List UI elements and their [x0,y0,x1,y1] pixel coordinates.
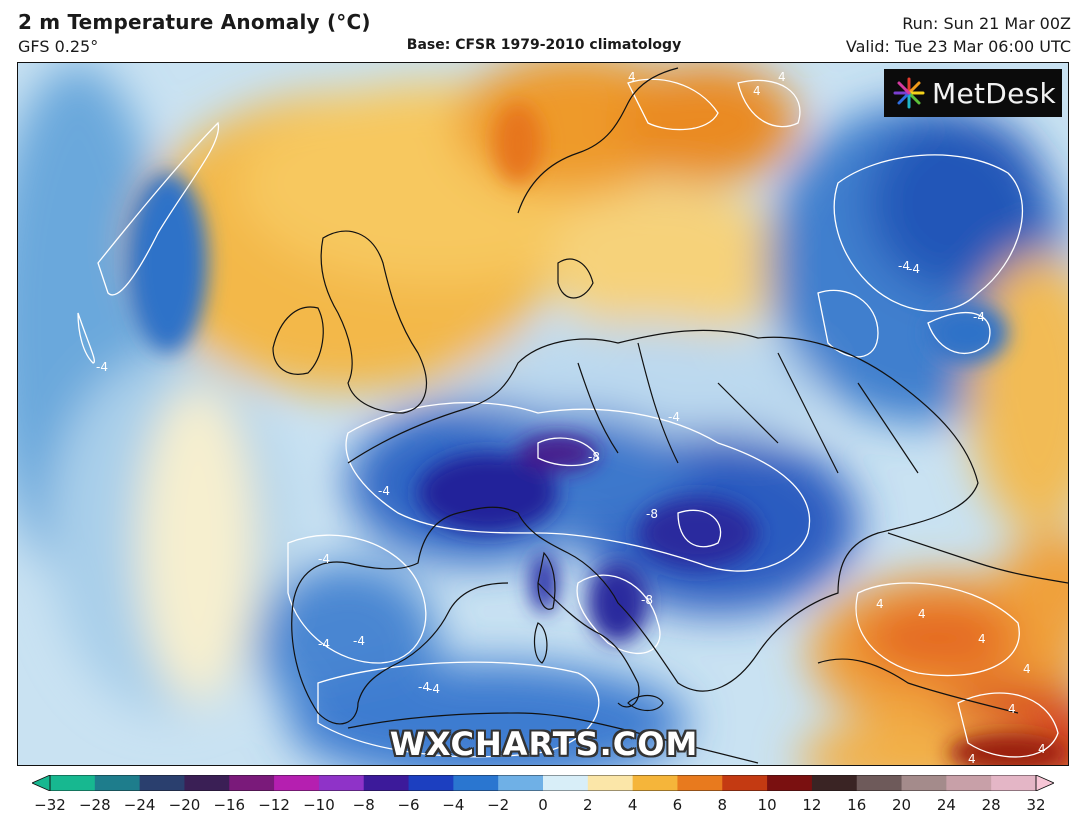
colorbar [32,775,1054,791]
colorbar-segment [677,775,723,791]
contour-label: 4 [1038,742,1046,756]
colorbar-segment [184,775,230,791]
contour-lines [77,78,1059,758]
colorbar-segment [991,775,1037,791]
contour-label: 4 [628,70,636,84]
colorbar-ticks: −32 −28 −24 −20 −16 −12 −10 −8 −6 −4 −2 0 2 4 6 8 10 12 16… [0,796,1088,820]
contour-label: -4 [96,360,108,374]
colorbar-segment [632,775,679,791]
colorbar-segment [318,775,365,791]
contour-label: -4 [353,634,365,648]
watermark: WXCHARTS.COM [389,725,699,763]
colorbar-tick-label: 24 [936,796,956,814]
colorbar-tick-label: −8 [352,796,375,814]
chart-title: 2 m Temperature Anomaly (°C) [18,10,371,34]
colorbar-tick-label: −10 [303,796,335,814]
colorbar-tick-label: −28 [78,796,111,814]
colorbar-segment [408,775,454,791]
logo-text: MetDesk [932,76,1057,110]
colorbar-segment [139,775,186,791]
sunburst-icon [893,77,925,109]
colorbar-segment [767,775,813,791]
colorbar-segment [363,775,410,791]
anomaly-cores [128,103,1068,765]
colorbar-tick-label: 32 [1026,796,1046,814]
contour-label: -4 [668,410,680,424]
colorbar-tick-label: −16 [213,796,246,814]
contour-label: 4 [968,752,976,766]
contour-label: 4 [876,597,884,611]
valid-label: Valid: Tue 23 Mar 06:00 UTC [845,37,1071,56]
colorbar-segment [50,775,96,791]
contour-label: -8 [588,450,600,464]
colorbar-tick-label: −32 [34,796,66,814]
colorbar-tick-label: 0 [538,796,548,814]
contour-label: 4 [1023,662,1031,676]
contour-label: -4 [973,310,985,324]
contour-label: -4 [908,262,920,276]
colorbar-frame [49,775,1037,791]
model-label: GFS 0.25° [18,37,99,56]
contour-label: 4 [978,632,986,646]
colorbar-tick-label: −12 [258,796,290,814]
map-panel: -4 -4 -4 -4 -4 -4 -4 -4 -4 -8 -8 -8 4 4 … [17,62,1069,766]
colorbar-max-arrow [1035,775,1054,791]
colorbar-tick-label: 16 [847,796,867,814]
colorbar-tick-label: −6 [397,796,420,814]
colorbar-tick-label: −20 [168,796,201,814]
contour-label: -4 [378,484,390,498]
colorbar-tick-label: −24 [123,796,156,814]
contour-label: 4 [778,70,786,84]
coastlines [272,67,1068,764]
anomaly-map: -4 -4 -4 -4 -4 -4 -4 -4 -4 -8 -8 -8 4 4 … [18,63,1068,766]
contour-label: 4 [1008,702,1016,716]
colorbar-min-arrow [32,775,51,791]
colorbar-tick-label: 2 [583,796,593,814]
colorbar-segment [811,775,858,791]
colorbar-segment [901,775,947,791]
colorbar-segment [543,775,589,791]
colorbar-segment [498,775,544,791]
contour-label: -4 [418,680,430,694]
colorbar-segment [94,775,141,791]
colorbar-tick-label: 20 [891,796,912,814]
contour-label: -4 [318,552,330,566]
contour-label: -4 [428,682,440,696]
colorbar-tick-label: −2 [487,796,510,814]
colorbar-segment [587,775,634,791]
run-label: Run: Sun 21 Mar 00Z [902,14,1071,33]
colorbar-segment [453,775,499,791]
contour-label: 4 [753,84,761,98]
colorbar-tick-label: 6 [672,796,683,814]
colorbar-segments [50,775,1037,791]
contour-label: -8 [646,507,658,521]
colorbar-tick-label: 4 [627,796,638,814]
contour-label-group: -4 -4 -4 -4 -4 -4 -4 -4 -4 -8 -8 -8 4 4 … [96,70,1046,766]
metdesk-logo: MetDesk [884,69,1062,117]
contour-label: 4 [918,607,926,621]
colorbar-tick-label: 10 [757,796,777,814]
colorbar-tick-label: 8 [717,796,728,814]
colorbar-segment [856,775,903,791]
colorbar-segment [722,775,768,791]
colorbar-segment [274,775,320,791]
colorbar-tick-label: 12 [802,796,822,814]
colorbar-tick-label: −4 [442,796,465,814]
base-label: Base: CFSR 1979-2010 climatology [406,37,682,53]
colorbar-tick-label: 28 [981,796,1001,814]
contour-label: -8 [641,593,653,607]
colorbar-segment [946,775,992,791]
contour-label: -4 [898,259,910,273]
contour-label: -4 [318,637,330,651]
colorbar-segment [229,775,275,791]
